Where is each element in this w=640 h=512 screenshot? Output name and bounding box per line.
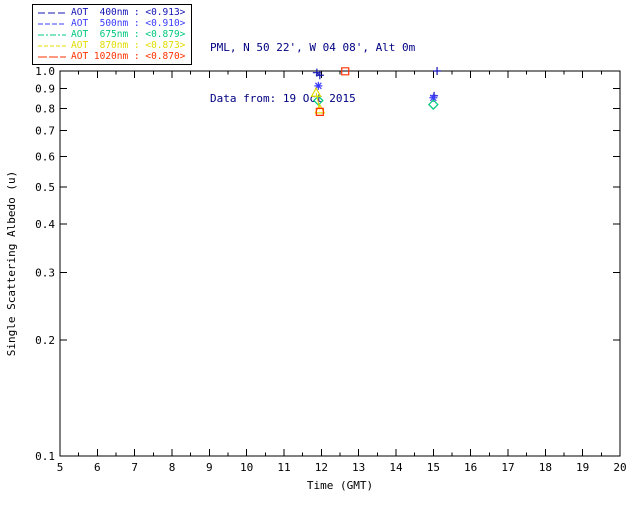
legend-line-sample (38, 56, 66, 57)
y-tick-label: 0.5 (35, 181, 55, 194)
x-tick-label: 12 (315, 461, 328, 474)
x-tick-label: 16 (464, 461, 477, 474)
series-400nm (312, 67, 442, 100)
x-tick-label: 10 (240, 461, 253, 474)
plus-marker (433, 67, 442, 75)
y-tick-label: 0.7 (35, 125, 55, 138)
square-marker (341, 67, 350, 76)
legend-line-sample (38, 45, 66, 46)
legend-item-label: AOT 400nm : <0.913> (71, 7, 186, 18)
legend-item-label: AOT 500nm : <0.910> (71, 18, 186, 29)
x-tick-label: 5 (57, 461, 64, 474)
legend-box: AOT 400nm : <0.913> AOT 500nm : <0.910> AO… (32, 4, 193, 65)
legend-item: AOT 500nm : <0.910> (37, 18, 185, 29)
legend-item-label: AOT 870nm : <0.873> (71, 40, 186, 51)
y-tick-label: 0.4 (35, 218, 55, 231)
y-axis-label: Single Scattering Albedo (u) (5, 171, 18, 356)
legend-line-sample (38, 12, 66, 13)
y-tick-label: 0.8 (35, 102, 55, 115)
date-info: Data from: 19 Oct 2015 (210, 92, 356, 105)
series-500nm (314, 81, 438, 102)
legend-item-label: AOT 675nm : <0.879> (71, 29, 186, 40)
x-tick-label: 14 (389, 461, 403, 474)
y-tick-label: 0.2 (35, 334, 55, 347)
x-tick-label: 20 (613, 461, 626, 474)
legend-item: AOT 400nm : <0.913> (37, 7, 185, 18)
x-tick-label: 13 (352, 461, 365, 474)
series-675nm (312, 95, 439, 110)
x-tick-label: 6 (94, 461, 101, 474)
legend-item: AOT 675nm : <0.879> (37, 29, 185, 40)
y-tick-label: 0.9 (35, 83, 55, 96)
legend-line-sample (38, 23, 66, 24)
x-axis-label: Time (GMT) (307, 479, 373, 492)
x-tick-label: 11 (277, 461, 290, 474)
x-tick-label: 19 (576, 461, 589, 474)
y-tick-label: 0.1 (35, 450, 55, 463)
triangle-marker (310, 87, 322, 97)
diamond-marker (312, 95, 324, 106)
plot-frame (59, 70, 621, 457)
legend-item: AOT 1020nm : <0.870> (37, 51, 185, 62)
legend-item-label: AOT 1020nm : <0.870> (71, 51, 186, 62)
plus-marker (315, 71, 324, 80)
series-1020nm (315, 67, 350, 117)
x-tick-label: 15 (427, 461, 440, 474)
legend-item: AOT 870nm : <0.873> (37, 40, 185, 51)
y-tick-label: 0.3 (35, 266, 55, 279)
site-info: PML, N 50 22', W 04 08', Alt 0m (210, 41, 416, 54)
x-tick-label: 17 (501, 461, 514, 474)
asterisk-marker (314, 81, 323, 90)
y-tick-label: 1.0 (35, 65, 55, 78)
x-tick-label: 18 (539, 461, 552, 474)
asterisk-marker (429, 93, 438, 102)
y-tick-label: 0.6 (35, 150, 55, 163)
diamond-marker (427, 99, 439, 110)
x-axis: 5 6 7 8 9 10 11 12 13 14 15 16 17 18 19 20 (57, 71, 627, 474)
plot-header: PML, N 50 22', W 04 08', Alt 0m Data fro… (210, 5, 415, 141)
x-tick-label: 9 (206, 461, 213, 474)
y-axis: 1.0 0.9 0.8 0.7 0.6 0.5 0.4 0.3 0.2 0.1 (35, 65, 620, 463)
square-marker (315, 107, 324, 117)
x-tick-label: 8 (169, 461, 176, 474)
x-tick-label: 7 (131, 461, 138, 474)
legend-line-sample (38, 34, 66, 35)
